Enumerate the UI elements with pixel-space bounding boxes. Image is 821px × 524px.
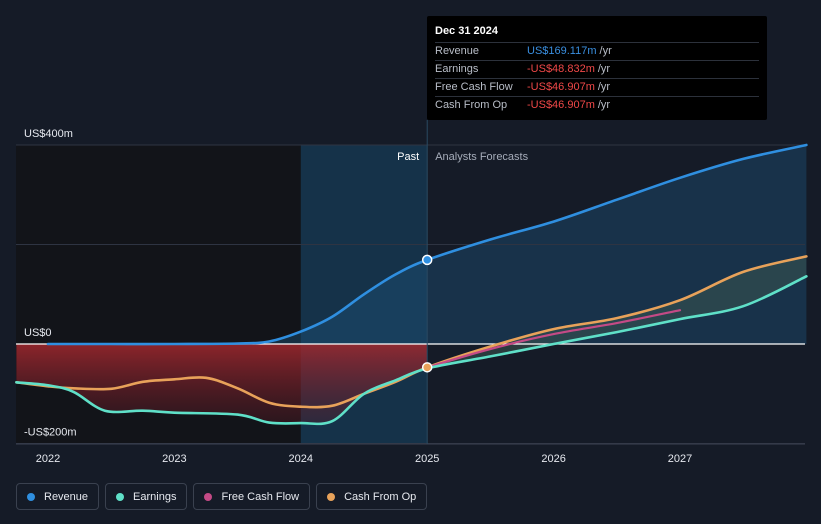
revenue-line xyxy=(46,143,808,346)
tooltip-date: Dec 31 2024 xyxy=(435,25,498,37)
legend-label: Free Cash Flow xyxy=(221,490,300,503)
highlight-markers xyxy=(421,254,433,373)
revenue-dot-icon xyxy=(27,492,35,501)
earnings-dot-icon xyxy=(116,492,125,501)
legend-item-earnings[interactable]: Earnings xyxy=(105,483,188,510)
tooltip-row-label: Cash From Op xyxy=(435,99,508,111)
legend-item-free-cash-flow[interactable]: Free Cash Flow xyxy=(193,483,311,510)
tooltip-row-label: Earnings xyxy=(435,63,479,75)
legend-item-cash-from-op[interactable]: Cash From Op xyxy=(316,483,428,510)
tooltip-row-unit: /yr xyxy=(597,99,611,111)
tooltip-row-unit: /yr xyxy=(599,45,612,57)
legend: Revenue Earnings Free Cash Flow Cash Fro… xyxy=(16,483,433,510)
tooltip-row-label: Free Cash Flow xyxy=(435,81,513,93)
past-label: Past xyxy=(397,151,419,163)
earnings-area xyxy=(16,344,428,424)
legend-label: Cash From Op xyxy=(344,490,417,503)
revenue-area xyxy=(48,145,807,345)
tooltip-row-value: -US$46.907m xyxy=(527,99,595,111)
cash-from-op-marker xyxy=(421,362,433,373)
tooltip-row-earnings: Earnings -US$48.832m /yr xyxy=(435,60,759,78)
x-tick-label: 2024 xyxy=(289,453,313,465)
x-tick-label: 2027 xyxy=(668,453,692,465)
tooltip-row-unit: /yr xyxy=(597,81,611,93)
x-tick-label: 2026 xyxy=(541,453,565,465)
y-tick-label: US$0 xyxy=(24,327,52,339)
tooltip-row-free-cash-flow: Free Cash Flow -US$46.907m /yr xyxy=(435,78,759,96)
gridlines xyxy=(16,144,805,445)
tooltip-row-label: Revenue xyxy=(435,45,480,57)
x-tick-label: 2022 xyxy=(36,453,60,465)
legend-label: Revenue xyxy=(44,490,89,503)
free-cash-flow-line xyxy=(426,309,682,369)
y-tick-label: -US$200m xyxy=(24,427,77,439)
tooltip: Dec 31 2024 Revenue US$169.117m /yr Earn… xyxy=(427,16,767,120)
x-axis-labels: 2022 2023 2024 2025 2026 2027 xyxy=(36,453,692,465)
tooltip-row-value: US$169.117m xyxy=(527,45,597,57)
y-axis-labels: US$400m US$0 -US$200m xyxy=(24,128,77,439)
cash-from-op-line xyxy=(15,255,808,409)
tooltip-row-revenue: Revenue US$169.117m /yr xyxy=(435,42,759,60)
y-tick-label: US$400m xyxy=(24,128,73,140)
tooltip-row-value: -US$48.832m xyxy=(527,63,595,75)
legend-item-revenue[interactable]: Revenue xyxy=(16,483,100,510)
legend-label: Earnings xyxy=(133,490,177,503)
x-tick-label: 2025 xyxy=(415,453,439,465)
series-lines xyxy=(15,143,808,426)
earnings-line xyxy=(15,275,808,426)
x-tick-label: 2023 xyxy=(162,453,186,465)
revenue-marker xyxy=(421,254,433,266)
tooltip-row-cash-from-op: Cash From Op -US$46.907m /yr xyxy=(435,96,759,114)
cash-from-op-dot-icon xyxy=(327,492,336,501)
tooltip-row-value: -US$46.907m xyxy=(527,81,595,93)
tooltip-row-unit: /yr xyxy=(597,63,611,75)
forecast-label: Analysts Forecasts xyxy=(435,151,528,163)
free-cash-flow-dot-icon xyxy=(204,492,213,501)
